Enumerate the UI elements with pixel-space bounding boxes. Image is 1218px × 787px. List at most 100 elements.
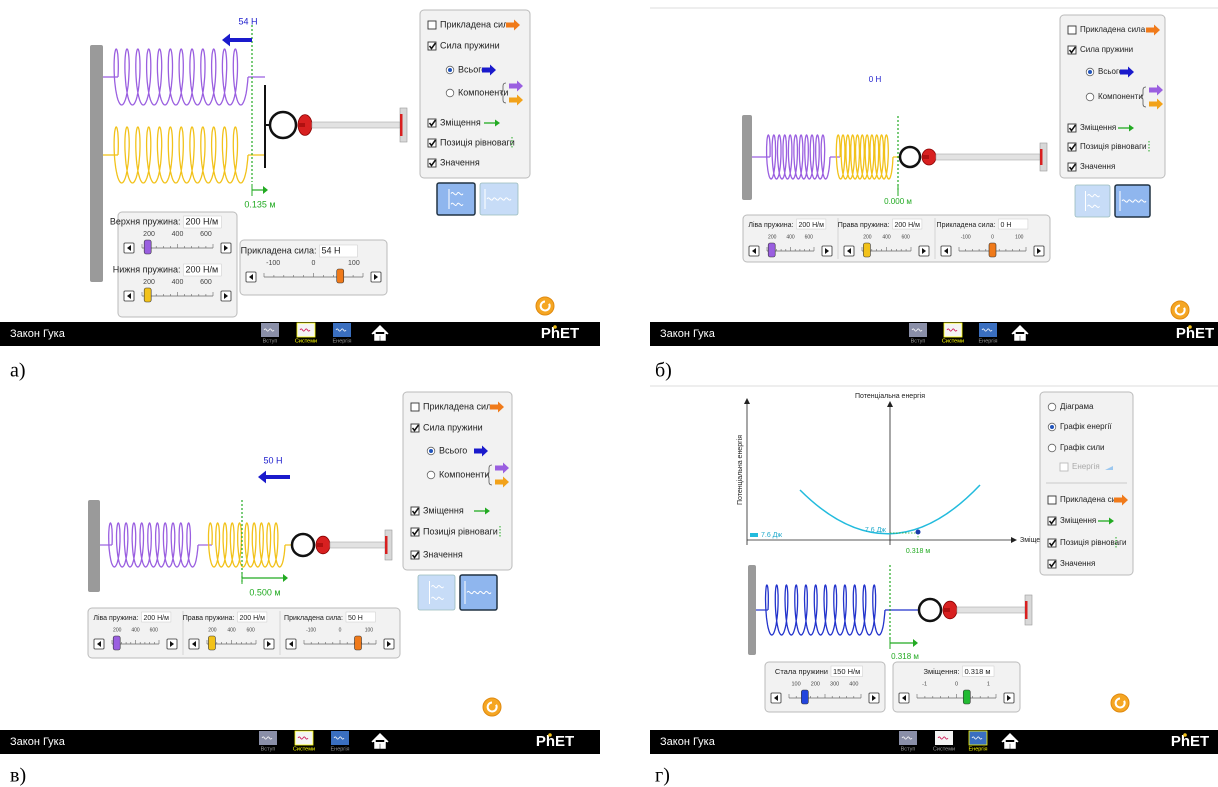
- checkbox-label[interactable]: Енергія: [1072, 462, 1100, 471]
- radio-label[interactable]: Компоненти: [1098, 92, 1143, 101]
- radio-label[interactable]: Компоненти: [439, 469, 489, 479]
- tab-icon: [969, 731, 987, 745]
- spring-coil: [767, 135, 830, 179]
- displacement-value: 0.135 м: [244, 199, 275, 209]
- slider-tick-label: 200: [768, 234, 777, 240]
- rod: [330, 542, 385, 548]
- rod-cap-stripe: [1025, 601, 1028, 619]
- tab-label[interactable]: Вступ: [261, 746, 276, 752]
- slider-value: 50 Н: [348, 615, 363, 622]
- radio-button[interactable]: [1048, 444, 1056, 452]
- checkbox-label[interactable]: Значення: [1080, 162, 1115, 171]
- radio-label[interactable]: Діаграма: [1060, 402, 1094, 411]
- wall: [90, 45, 103, 282]
- slider-value: 200 Н/м: [186, 216, 219, 226]
- checkbox-label[interactable]: Позиція рівноваги: [440, 137, 515, 147]
- phet-logo[interactable]: PhET: [1176, 325, 1214, 342]
- hook-ring: [919, 599, 941, 621]
- checkbox: [1068, 26, 1076, 34]
- tab-label[interactable]: Системи: [295, 338, 317, 344]
- checkbox-label[interactable]: Зміщення: [440, 117, 481, 127]
- tab-label[interactable]: Вступ: [911, 338, 926, 344]
- tab-label[interactable]: Вступ: [901, 746, 916, 752]
- handle-neck: [299, 123, 305, 127]
- checkbox-label[interactable]: Позиція рівноваги: [423, 526, 498, 536]
- radio-button[interactable]: [446, 89, 454, 97]
- slider-thumb: [863, 243, 870, 257]
- reset-button[interactable]: [1111, 694, 1129, 712]
- hook-ring: [900, 147, 920, 167]
- graph-title: Потенціальна енергія: [855, 392, 925, 400]
- checkbox-label[interactable]: Сила пружини: [1080, 45, 1133, 54]
- axis-head: [887, 401, 893, 407]
- phet-logo[interactable]: PhET: [541, 325, 579, 342]
- radio-label[interactable]: Графік сили: [1060, 443, 1104, 452]
- nav-bar: [650, 322, 1218, 346]
- checkbox-label[interactable]: Прикладена сила: [423, 401, 496, 411]
- radio-button[interactable]: [1086, 93, 1094, 101]
- checkbox-label[interactable]: Значення: [440, 157, 480, 167]
- panel-label: в): [10, 765, 26, 787]
- checkbox-label[interactable]: Зміщення: [1080, 123, 1116, 132]
- displacement-value: 0.500 м: [249, 587, 280, 597]
- tab-label[interactable]: Енергія: [968, 746, 987, 752]
- slider-tick-label: -100: [306, 627, 316, 633]
- slider-tick-label: -100: [266, 260, 280, 267]
- tab-label[interactable]: Вступ: [263, 338, 278, 344]
- tab-label[interactable]: Системи: [293, 746, 315, 752]
- slider-thumb: [113, 636, 120, 650]
- spring-coil: [114, 49, 248, 105]
- slider-thumb: [768, 243, 775, 257]
- radio-label[interactable]: Графік енергії: [1060, 422, 1112, 431]
- energy-point-value: 7.6 Дж: [865, 527, 886, 534]
- sim-title: Закон Гука: [10, 328, 66, 340]
- view-button: [1075, 185, 1110, 217]
- slider-thumb: [144, 240, 151, 254]
- slider-tick-label: 400: [131, 627, 140, 633]
- reset-button[interactable]: [536, 297, 554, 315]
- tab-label[interactable]: Енергія: [978, 338, 997, 344]
- checkbox-label[interactable]: Значення: [423, 549, 463, 559]
- spring-coil: [766, 585, 886, 635]
- checkbox-label[interactable]: Значення: [1060, 559, 1095, 568]
- slider-title: Стала пружини: [775, 667, 828, 676]
- phet-logo[interactable]: PhET: [1171, 733, 1209, 750]
- checkbox: [411, 403, 419, 411]
- slider-tick-label: 600: [246, 627, 255, 633]
- checkbox-label[interactable]: Зміщення: [423, 505, 464, 515]
- tab-label[interactable]: Енергія: [330, 746, 349, 752]
- radio-dot: [1050, 425, 1054, 429]
- slider-tick-label: 400: [172, 279, 184, 286]
- rod-cap-stripe: [385, 536, 388, 554]
- checkbox-label[interactable]: Позиція рівноваги: [1060, 538, 1127, 547]
- checkbox-label[interactable]: Сила пружини: [423, 422, 483, 432]
- radio-label[interactable]: Всього: [439, 445, 467, 455]
- reset-button[interactable]: [483, 698, 501, 716]
- checkbox-label[interactable]: Сила пружини: [440, 40, 500, 50]
- checkbox-label[interactable]: Зміщення: [1060, 516, 1096, 525]
- checkbox: [1060, 463, 1068, 471]
- tab-label[interactable]: Енергія: [332, 338, 351, 344]
- tab-icon: [331, 731, 349, 745]
- axis-head: [1011, 537, 1017, 543]
- phet-logo[interactable]: PhET: [536, 733, 574, 750]
- tab-icon: [295, 731, 313, 745]
- radio-button[interactable]: [427, 471, 435, 479]
- tab-label[interactable]: Системи: [942, 338, 964, 344]
- slider-tick-label: 600: [200, 279, 212, 286]
- hook-ring: [292, 534, 314, 556]
- slider-tick-label: 100: [365, 627, 374, 633]
- sim-title: Закон Гука: [660, 736, 716, 748]
- rod: [936, 154, 1040, 160]
- checkbox-label[interactable]: Прикладена сила: [440, 19, 513, 29]
- radio-label[interactable]: Компоненти: [458, 87, 508, 97]
- checkbox-label[interactable]: Прикладена сила: [1080, 25, 1146, 34]
- radio-button[interactable]: [1048, 403, 1056, 411]
- radio-label[interactable]: Всього: [1098, 67, 1124, 76]
- reset-button[interactable]: [1171, 301, 1189, 319]
- tab-label[interactable]: Системи: [933, 746, 955, 752]
- slider-title: Верхня пружина:: [110, 216, 181, 226]
- slider-title: Права пружина:: [183, 615, 235, 622]
- checkbox-label[interactable]: Позиція рівноваги: [1080, 142, 1147, 151]
- slider-tick-label: 200: [208, 627, 217, 633]
